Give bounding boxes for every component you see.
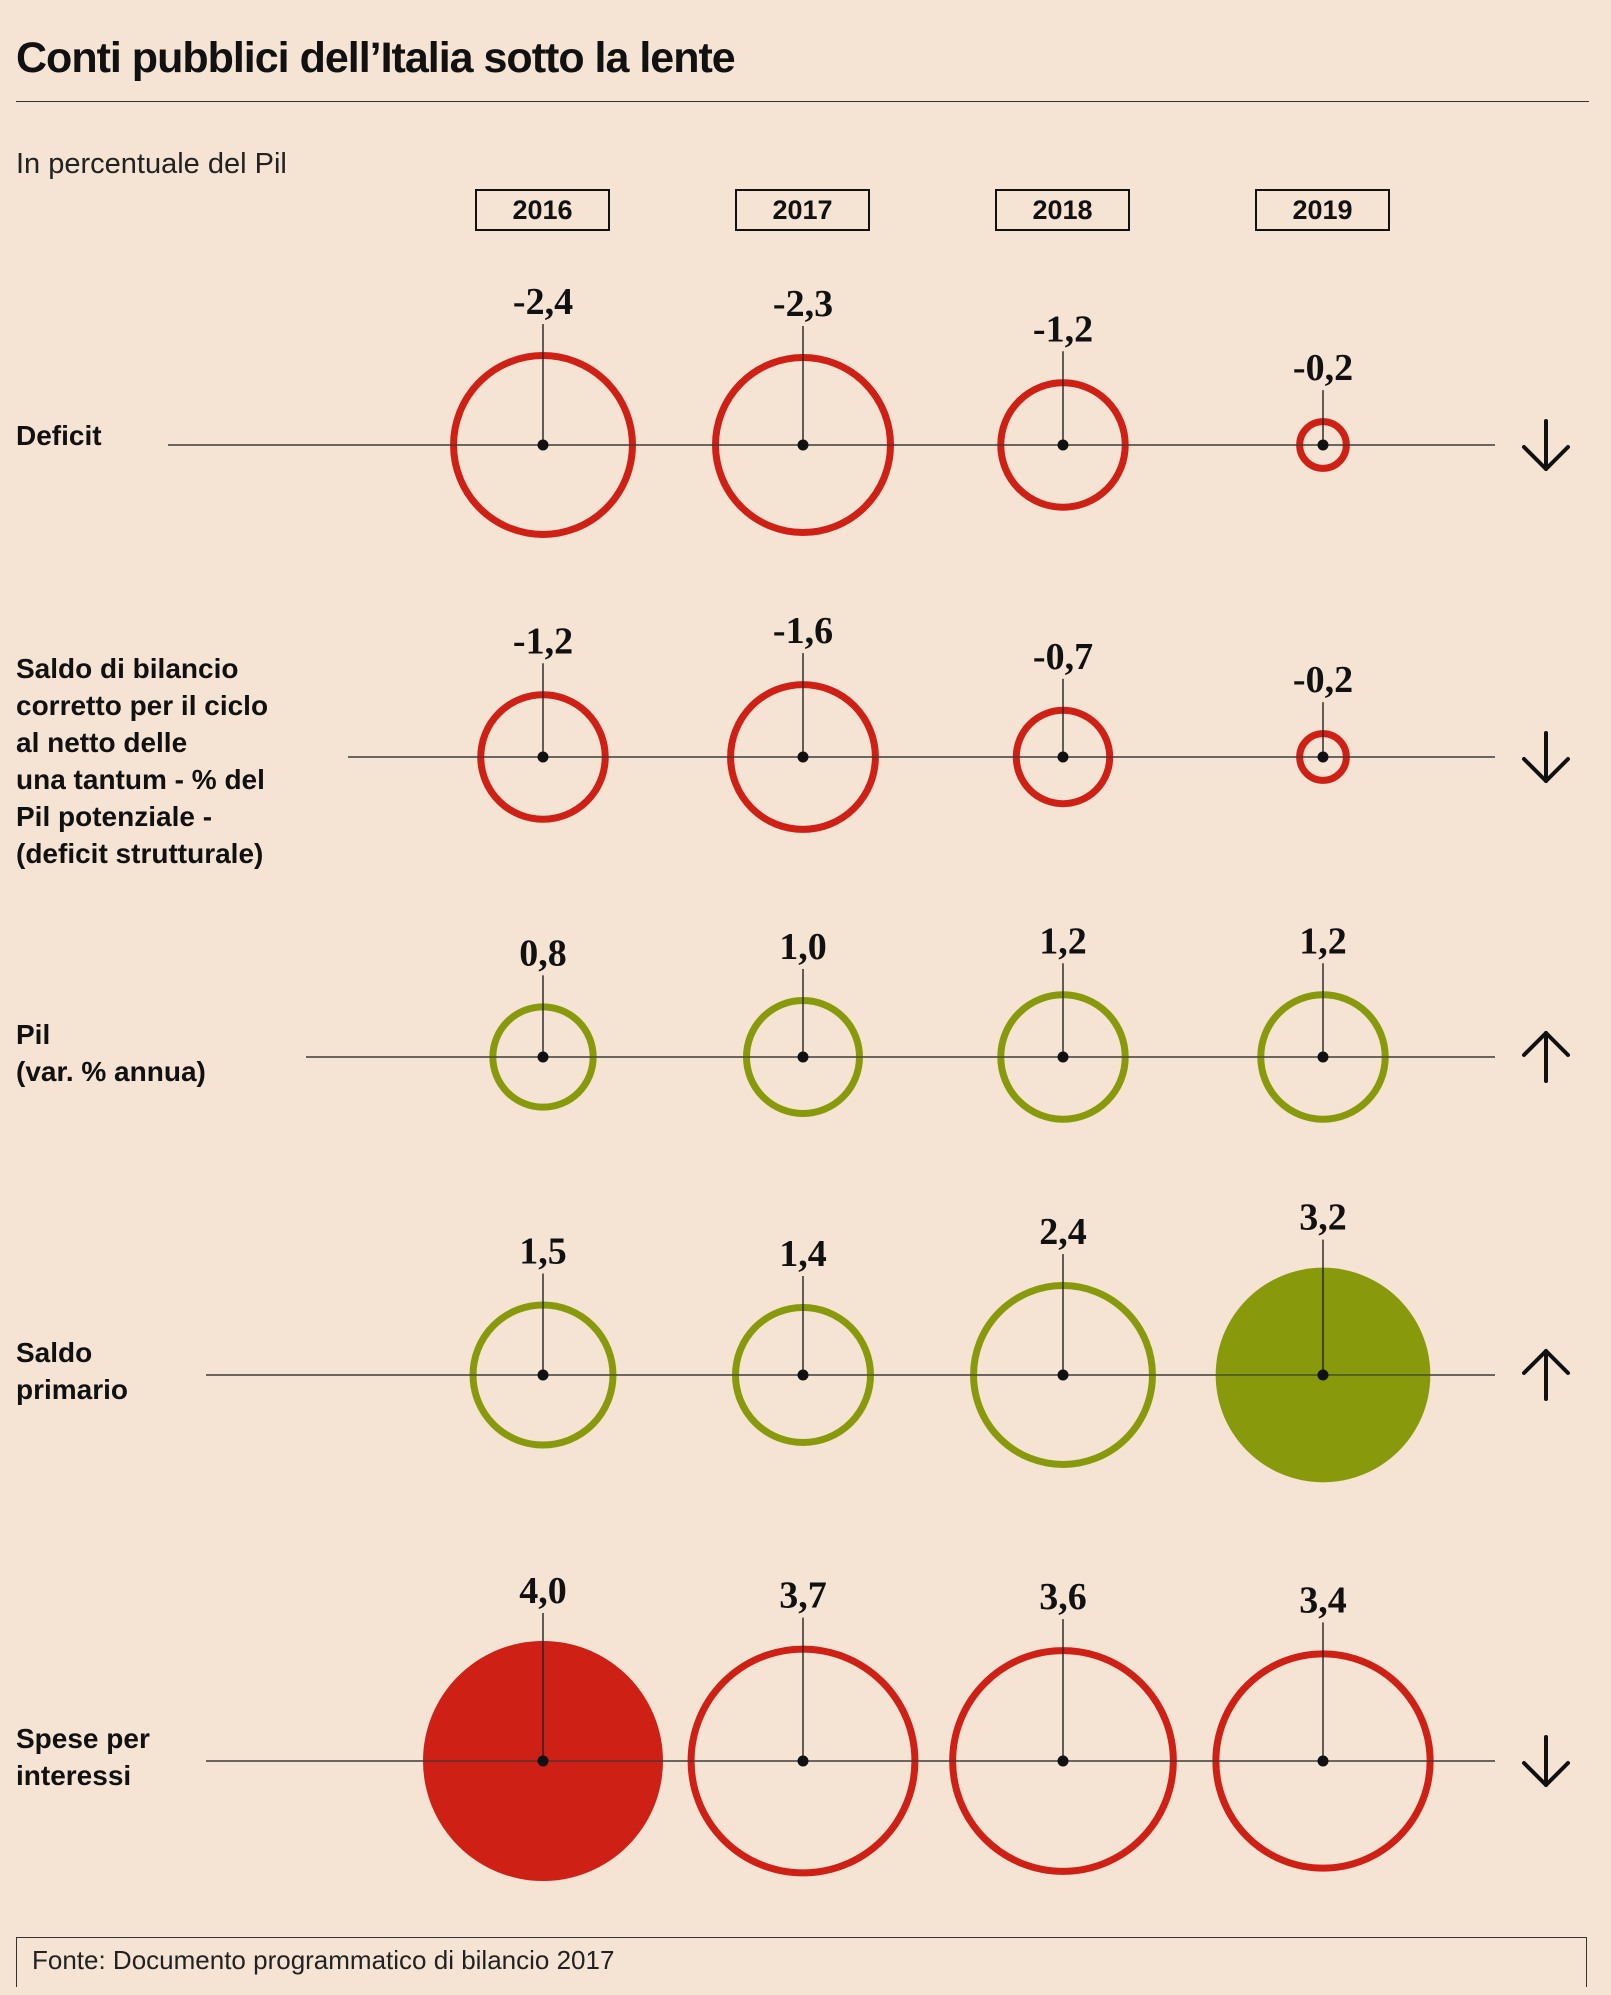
year-header-2019: 2019 — [1255, 189, 1390, 231]
arrow-up-icon — [1522, 1031, 1570, 1083]
row-3-center-dot-2018 — [1057, 1051, 1069, 1063]
row-4-center-dot-2018 — [1057, 1369, 1069, 1381]
row-5-center-dot-2017 — [797, 1755, 809, 1767]
row-2-value-label-2017: -1,6 — [773, 610, 833, 652]
row-1-center-dot-2018 — [1057, 439, 1069, 451]
chart-title: Conti pubblici dell’Italia sotto la lent… — [16, 34, 736, 82]
row-4-value-label-2019: 3,2 — [1299, 1197, 1347, 1239]
row-4-value-label-2018: 2,4 — [1039, 1211, 1087, 1253]
row-5-value-label-2018: 3,6 — [1039, 1576, 1087, 1618]
row-4-value-label-2017: 1,4 — [779, 1233, 827, 1275]
row-1-center-dot-2019 — [1317, 439, 1329, 451]
row-2-value-label-2016: -1,2 — [513, 620, 573, 662]
row-label-saldo-primario: Saldo primario — [16, 1337, 129, 1405]
arrow-down-icon — [1522, 419, 1570, 471]
row-1-value-label-2017: -2,3 — [773, 283, 833, 325]
row-5-center-dot-2016 — [537, 1755, 549, 1767]
row-5-center-dot-2018 — [1057, 1755, 1069, 1767]
row-3-value-label-2017: 1,0 — [779, 926, 827, 968]
source-box — [16, 1937, 1587, 1987]
row-4-center-dot-2016 — [537, 1369, 549, 1381]
row-4-value-label-2016: 1,5 — [519, 1231, 567, 1273]
row-1-center-dot-2017 — [797, 439, 809, 451]
row-5-value-label-2019: 3,4 — [1299, 1579, 1347, 1621]
row-3-value-label-2019: 1,2 — [1299, 920, 1347, 962]
row-1-value-label-2019: -0,2 — [1293, 347, 1353, 389]
row-5-value-label-2016: 4,0 — [519, 1570, 567, 1612]
title-divider — [16, 101, 1589, 102]
arrow-down-icon — [1522, 1735, 1570, 1787]
row-label-deficit-strutturale: Saldo di bilancio corretto per il ciclo … — [16, 653, 269, 869]
chart-subtitle: In percentuale del Pil — [16, 148, 287, 180]
row-4-center-dot-2017 — [797, 1369, 809, 1381]
row-3-center-dot-2019 — [1317, 1051, 1329, 1063]
year-header-2017: 2017 — [735, 189, 870, 231]
year-header-2016: 2016 — [475, 189, 610, 231]
row-2-center-dot-2017 — [797, 751, 809, 763]
row-label-deficit: Deficit — [16, 420, 102, 451]
row-1-value-label-2018: -1,2 — [1033, 308, 1093, 350]
row-5-center-dot-2019 — [1317, 1755, 1329, 1767]
row-1-value-label-2016: -2,4 — [513, 281, 573, 323]
row-3-center-dot-2016 — [537, 1051, 549, 1063]
row-3-value-label-2016: 0,8 — [519, 932, 567, 974]
arrow-down-icon — [1522, 731, 1570, 783]
arrow-up-icon — [1522, 1349, 1570, 1401]
row-label-pil: Pil (var. % annua) — [16, 1019, 206, 1087]
row-1-center-dot-2016 — [537, 439, 549, 451]
year-header-2018: 2018 — [995, 189, 1130, 231]
row-5-value-label-2017: 3,7 — [779, 1575, 827, 1617]
row-2-center-dot-2018 — [1057, 751, 1069, 763]
row-3-value-label-2018: 1,2 — [1039, 920, 1087, 962]
row-2-center-dot-2016 — [537, 751, 549, 763]
row-label-spese-interessi: Spese per interessi — [16, 1723, 150, 1791]
row-3-center-dot-2017 — [797, 1051, 809, 1063]
row-4-center-dot-2019 — [1317, 1369, 1329, 1381]
row-2-value-label-2018: -0,7 — [1033, 636, 1093, 678]
source-note: Fonte: Documento programmatico di bilanc… — [32, 1945, 615, 1975]
row-2-value-label-2019: -0,2 — [1293, 659, 1353, 701]
row-2-center-dot-2019 — [1317, 751, 1329, 763]
